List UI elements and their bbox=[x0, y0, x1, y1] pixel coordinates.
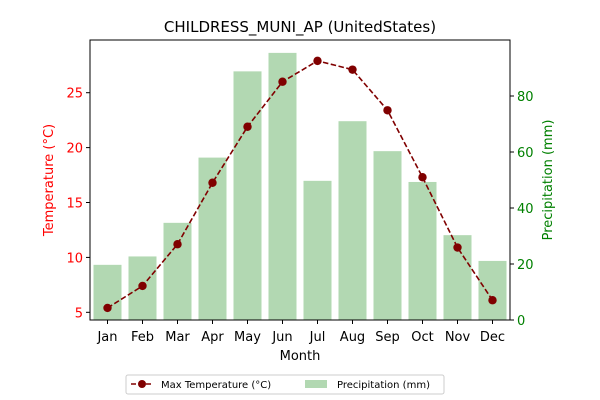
x-tick-label: May bbox=[234, 330, 261, 345]
temperature-point bbox=[138, 281, 147, 291]
y-left-tick-label: 10 bbox=[66, 251, 83, 266]
precipitation-bar bbox=[163, 222, 192, 320]
legend-bar-swatch bbox=[305, 380, 327, 388]
temperature-point bbox=[278, 77, 287, 86]
plot-frame bbox=[89, 39, 511, 321]
x-tick-label: Nov bbox=[445, 330, 471, 345]
x-tick-label: Jan bbox=[96, 330, 117, 345]
x-tick-label: Jul bbox=[309, 330, 326, 345]
y-axis-label-left: Temperature (°C) bbox=[42, 124, 57, 237]
temperature-point bbox=[173, 240, 182, 249]
x-tick-label: Dec bbox=[480, 330, 505, 345]
x-axis: Jan Feb Mar Apr May Jun Jul Aug Sep Oct Nov Dec bbox=[96, 320, 505, 345]
y-right-tick-label: 80 bbox=[517, 90, 534, 105]
legend-label-temperature: Max Temperature (°C) bbox=[161, 380, 271, 391]
legend: Max Temperature (°C) Precipitation (mm) bbox=[125, 374, 445, 395]
temperature-point bbox=[103, 303, 112, 313]
x-tick-label: Jun bbox=[271, 330, 292, 345]
temperature-point bbox=[348, 65, 357, 74]
y-axis-label-right: Precipitation (mm) bbox=[541, 120, 556, 241]
y-right-tick-label: 20 bbox=[517, 258, 534, 273]
temperature-point bbox=[313, 56, 322, 66]
y-left-tick-label: 20 bbox=[66, 142, 83, 157]
x-tick-label: Oct bbox=[411, 330, 433, 345]
y-axis-left: 5 10 15 20 25 bbox=[66, 87, 90, 321]
precipitation-bar bbox=[478, 260, 507, 320]
precipitation-bar bbox=[303, 180, 332, 320]
temperature-point bbox=[383, 106, 392, 115]
y-right-tick-label: 40 bbox=[517, 202, 534, 217]
legend-line-dot bbox=[138, 380, 146, 388]
y-left-tick-label: 5 bbox=[75, 306, 83, 321]
temperature-point bbox=[243, 122, 252, 131]
bars-group bbox=[93, 52, 507, 320]
chart-title: CHILDRESS_MUNI_AP (UnitedStates) bbox=[164, 18, 436, 37]
x-tick-label: Sep bbox=[375, 330, 400, 345]
legend-box bbox=[125, 374, 445, 395]
x-tick-label: Apr bbox=[201, 330, 224, 345]
y-left-tick-label: 25 bbox=[66, 87, 83, 102]
precipitation-bar bbox=[338, 121, 367, 320]
x-axis-label: Month bbox=[280, 349, 321, 364]
x-tick-label: Feb bbox=[131, 330, 154, 345]
x-tick-label: Aug bbox=[340, 330, 365, 345]
temperature-line bbox=[107, 60, 494, 309]
y-axis-right: 0 20 40 60 80 bbox=[510, 90, 534, 329]
precipitation-bar bbox=[268, 52, 297, 320]
legend-label-precipitation: Precipitation (mm) bbox=[337, 380, 430, 391]
temperature-point bbox=[418, 173, 427, 182]
line-group bbox=[103, 56, 497, 313]
temperature-point bbox=[208, 178, 217, 187]
temperature-point bbox=[488, 296, 497, 305]
y-right-tick-label: 60 bbox=[517, 146, 534, 161]
x-tick-label: Mar bbox=[165, 330, 190, 345]
precipitation-bar bbox=[408, 181, 437, 320]
precipitation-bar bbox=[233, 71, 262, 320]
y-right-tick-label: 0 bbox=[517, 314, 525, 329]
y-left-tick-label: 15 bbox=[66, 197, 83, 212]
precipitation-bar bbox=[373, 151, 402, 320]
temperature-point bbox=[453, 243, 462, 252]
